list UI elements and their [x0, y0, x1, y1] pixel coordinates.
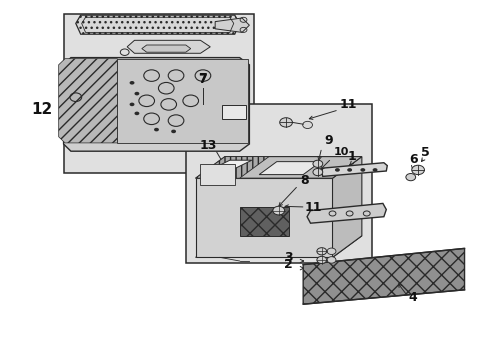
- Text: 5: 5: [420, 145, 429, 158]
- Polygon shape: [195, 157, 361, 178]
- Text: 10: 10: [333, 147, 348, 157]
- Polygon shape: [63, 58, 249, 151]
- Circle shape: [272, 206, 284, 215]
- Polygon shape: [239, 207, 288, 236]
- Polygon shape: [215, 18, 249, 32]
- Circle shape: [134, 92, 139, 95]
- Text: 9: 9: [324, 134, 332, 147]
- Text: 7: 7: [198, 73, 207, 86]
- Polygon shape: [195, 157, 268, 178]
- Text: 13: 13: [199, 139, 216, 152]
- Bar: [117, 59, 247, 143]
- Circle shape: [372, 168, 377, 172]
- Text: 12: 12: [31, 102, 52, 117]
- Circle shape: [360, 168, 365, 172]
- Circle shape: [316, 248, 326, 255]
- Circle shape: [134, 112, 139, 115]
- Polygon shape: [200, 160, 251, 175]
- Circle shape: [334, 168, 339, 172]
- Circle shape: [129, 81, 134, 85]
- Text: 11: 11: [304, 201, 321, 213]
- Bar: [222, 105, 245, 119]
- Circle shape: [411, 165, 424, 175]
- Circle shape: [346, 168, 351, 172]
- Polygon shape: [142, 45, 190, 52]
- Bar: [63, 14, 254, 173]
- Circle shape: [279, 118, 292, 127]
- Text: 4: 4: [408, 291, 417, 303]
- Polygon shape: [332, 157, 361, 257]
- Polygon shape: [306, 203, 386, 223]
- Text: 2: 2: [283, 258, 292, 271]
- Polygon shape: [321, 163, 386, 176]
- Text: 7: 7: [198, 72, 207, 85]
- Circle shape: [326, 257, 335, 263]
- Circle shape: [326, 248, 335, 255]
- Text: 3: 3: [283, 251, 292, 264]
- Polygon shape: [195, 178, 332, 257]
- Text: 1: 1: [347, 150, 356, 163]
- Circle shape: [312, 160, 322, 167]
- Circle shape: [316, 256, 326, 264]
- Polygon shape: [303, 248, 464, 304]
- Polygon shape: [59, 59, 117, 143]
- Polygon shape: [259, 162, 320, 175]
- Circle shape: [312, 168, 322, 176]
- Circle shape: [129, 103, 134, 106]
- Circle shape: [405, 174, 415, 181]
- Polygon shape: [76, 15, 239, 34]
- Polygon shape: [200, 164, 234, 185]
- Polygon shape: [127, 40, 210, 53]
- Text: 11: 11: [339, 98, 357, 111]
- Circle shape: [302, 121, 312, 129]
- Circle shape: [171, 130, 176, 133]
- Polygon shape: [195, 236, 361, 257]
- Circle shape: [154, 128, 159, 131]
- Text: 6: 6: [408, 153, 417, 166]
- Bar: [185, 104, 371, 263]
- Text: 8: 8: [300, 174, 309, 186]
